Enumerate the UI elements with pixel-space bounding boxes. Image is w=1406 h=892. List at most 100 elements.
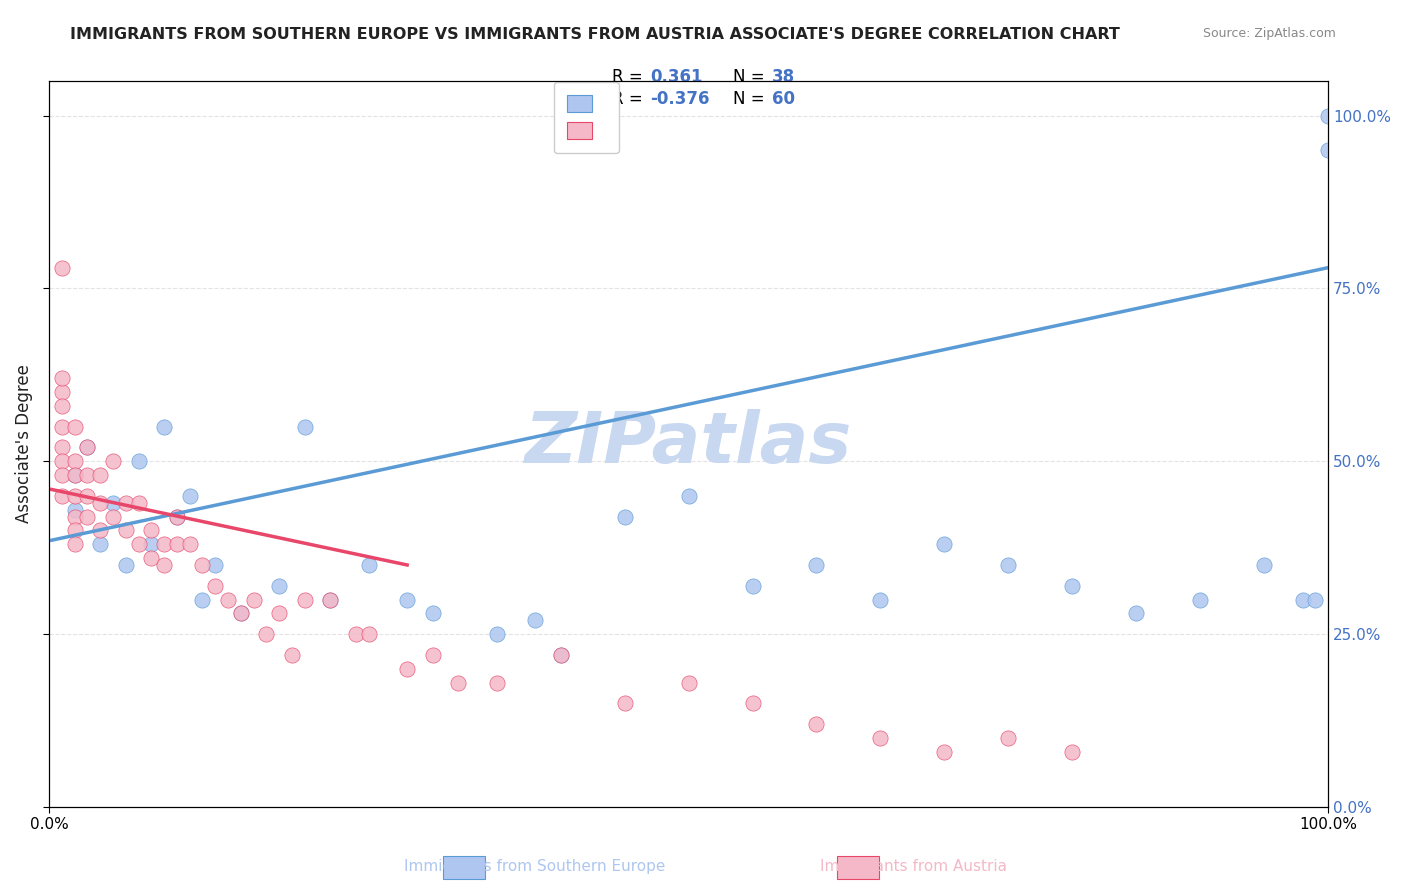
Text: 38: 38	[772, 69, 794, 87]
Text: IMMIGRANTS FROM SOUTHERN EUROPE VS IMMIGRANTS FROM AUSTRIA ASSOCIATE'S DEGREE CO: IMMIGRANTS FROM SOUTHERN EUROPE VS IMMIG…	[70, 27, 1121, 42]
Point	[204, 579, 226, 593]
Point	[51, 454, 73, 468]
Legend: , : ,	[554, 82, 619, 153]
Point	[254, 627, 277, 641]
Point	[1253, 558, 1275, 572]
Point	[294, 592, 316, 607]
Point	[997, 731, 1019, 745]
Point	[63, 502, 86, 516]
Text: N =: N =	[734, 69, 770, 87]
Text: Immigrants from Southern Europe: Immigrants from Southern Europe	[404, 859, 665, 874]
Point	[166, 509, 188, 524]
Point	[269, 607, 291, 621]
Point	[269, 579, 291, 593]
Text: -0.376: -0.376	[650, 90, 710, 108]
Point	[76, 441, 98, 455]
Point	[179, 489, 201, 503]
Point	[128, 496, 150, 510]
Point	[294, 419, 316, 434]
Point	[63, 489, 86, 503]
Point	[242, 592, 264, 607]
Point	[613, 696, 636, 710]
Point	[869, 731, 891, 745]
Point	[128, 537, 150, 551]
Point	[114, 558, 136, 572]
Text: 60: 60	[772, 90, 794, 108]
Text: N =: N =	[734, 90, 770, 108]
Point	[51, 489, 73, 503]
Point	[422, 607, 444, 621]
Text: R =: R =	[612, 69, 648, 87]
Point	[101, 509, 124, 524]
Point	[153, 419, 176, 434]
Point	[422, 648, 444, 662]
Point	[396, 592, 419, 607]
Point	[229, 607, 252, 621]
Point	[1305, 592, 1327, 607]
Point	[678, 489, 700, 503]
Point	[344, 627, 367, 641]
Point	[191, 558, 214, 572]
Point	[550, 648, 572, 662]
Point	[1317, 143, 1340, 157]
Text: Source: ZipAtlas.com: Source: ZipAtlas.com	[1202, 27, 1336, 40]
Point	[166, 509, 188, 524]
Point	[128, 454, 150, 468]
Point	[396, 662, 419, 676]
Point	[191, 592, 214, 607]
Y-axis label: Associate's Degree: Associate's Degree	[15, 365, 32, 524]
Point	[166, 537, 188, 551]
Text: R =: R =	[612, 90, 648, 108]
Point	[869, 592, 891, 607]
Point	[741, 579, 763, 593]
Point	[101, 454, 124, 468]
Point	[76, 489, 98, 503]
Point	[934, 745, 956, 759]
Point	[89, 468, 111, 483]
Point	[101, 496, 124, 510]
Point	[485, 627, 508, 641]
Point	[89, 496, 111, 510]
Point	[114, 524, 136, 538]
Point	[51, 260, 73, 275]
Point	[89, 537, 111, 551]
Point	[1291, 592, 1313, 607]
Point	[76, 441, 98, 455]
Point	[63, 524, 86, 538]
Point	[153, 537, 176, 551]
Point	[678, 675, 700, 690]
Point	[806, 717, 828, 731]
Point	[51, 468, 73, 483]
Point	[89, 524, 111, 538]
Point	[63, 468, 86, 483]
Point	[51, 371, 73, 385]
Point	[51, 399, 73, 413]
Point	[934, 537, 956, 551]
Point	[524, 613, 547, 627]
Point	[1317, 109, 1340, 123]
Point	[153, 558, 176, 572]
Point	[319, 592, 342, 607]
Point	[997, 558, 1019, 572]
Point	[319, 592, 342, 607]
Text: Immigrants from Austria: Immigrants from Austria	[820, 859, 1008, 874]
Text: 0.361: 0.361	[650, 69, 703, 87]
Point	[204, 558, 226, 572]
Point	[63, 454, 86, 468]
Point	[76, 468, 98, 483]
Point	[63, 468, 86, 483]
Point	[447, 675, 470, 690]
Point	[357, 627, 380, 641]
Point	[141, 524, 163, 538]
Point	[179, 537, 201, 551]
Text: ZIPatlas: ZIPatlas	[524, 409, 852, 478]
Point	[229, 607, 252, 621]
Point	[550, 648, 572, 662]
Point	[741, 696, 763, 710]
Point	[63, 509, 86, 524]
Point	[76, 509, 98, 524]
Point	[114, 496, 136, 510]
Point	[63, 537, 86, 551]
Point	[281, 648, 304, 662]
Point	[613, 509, 636, 524]
